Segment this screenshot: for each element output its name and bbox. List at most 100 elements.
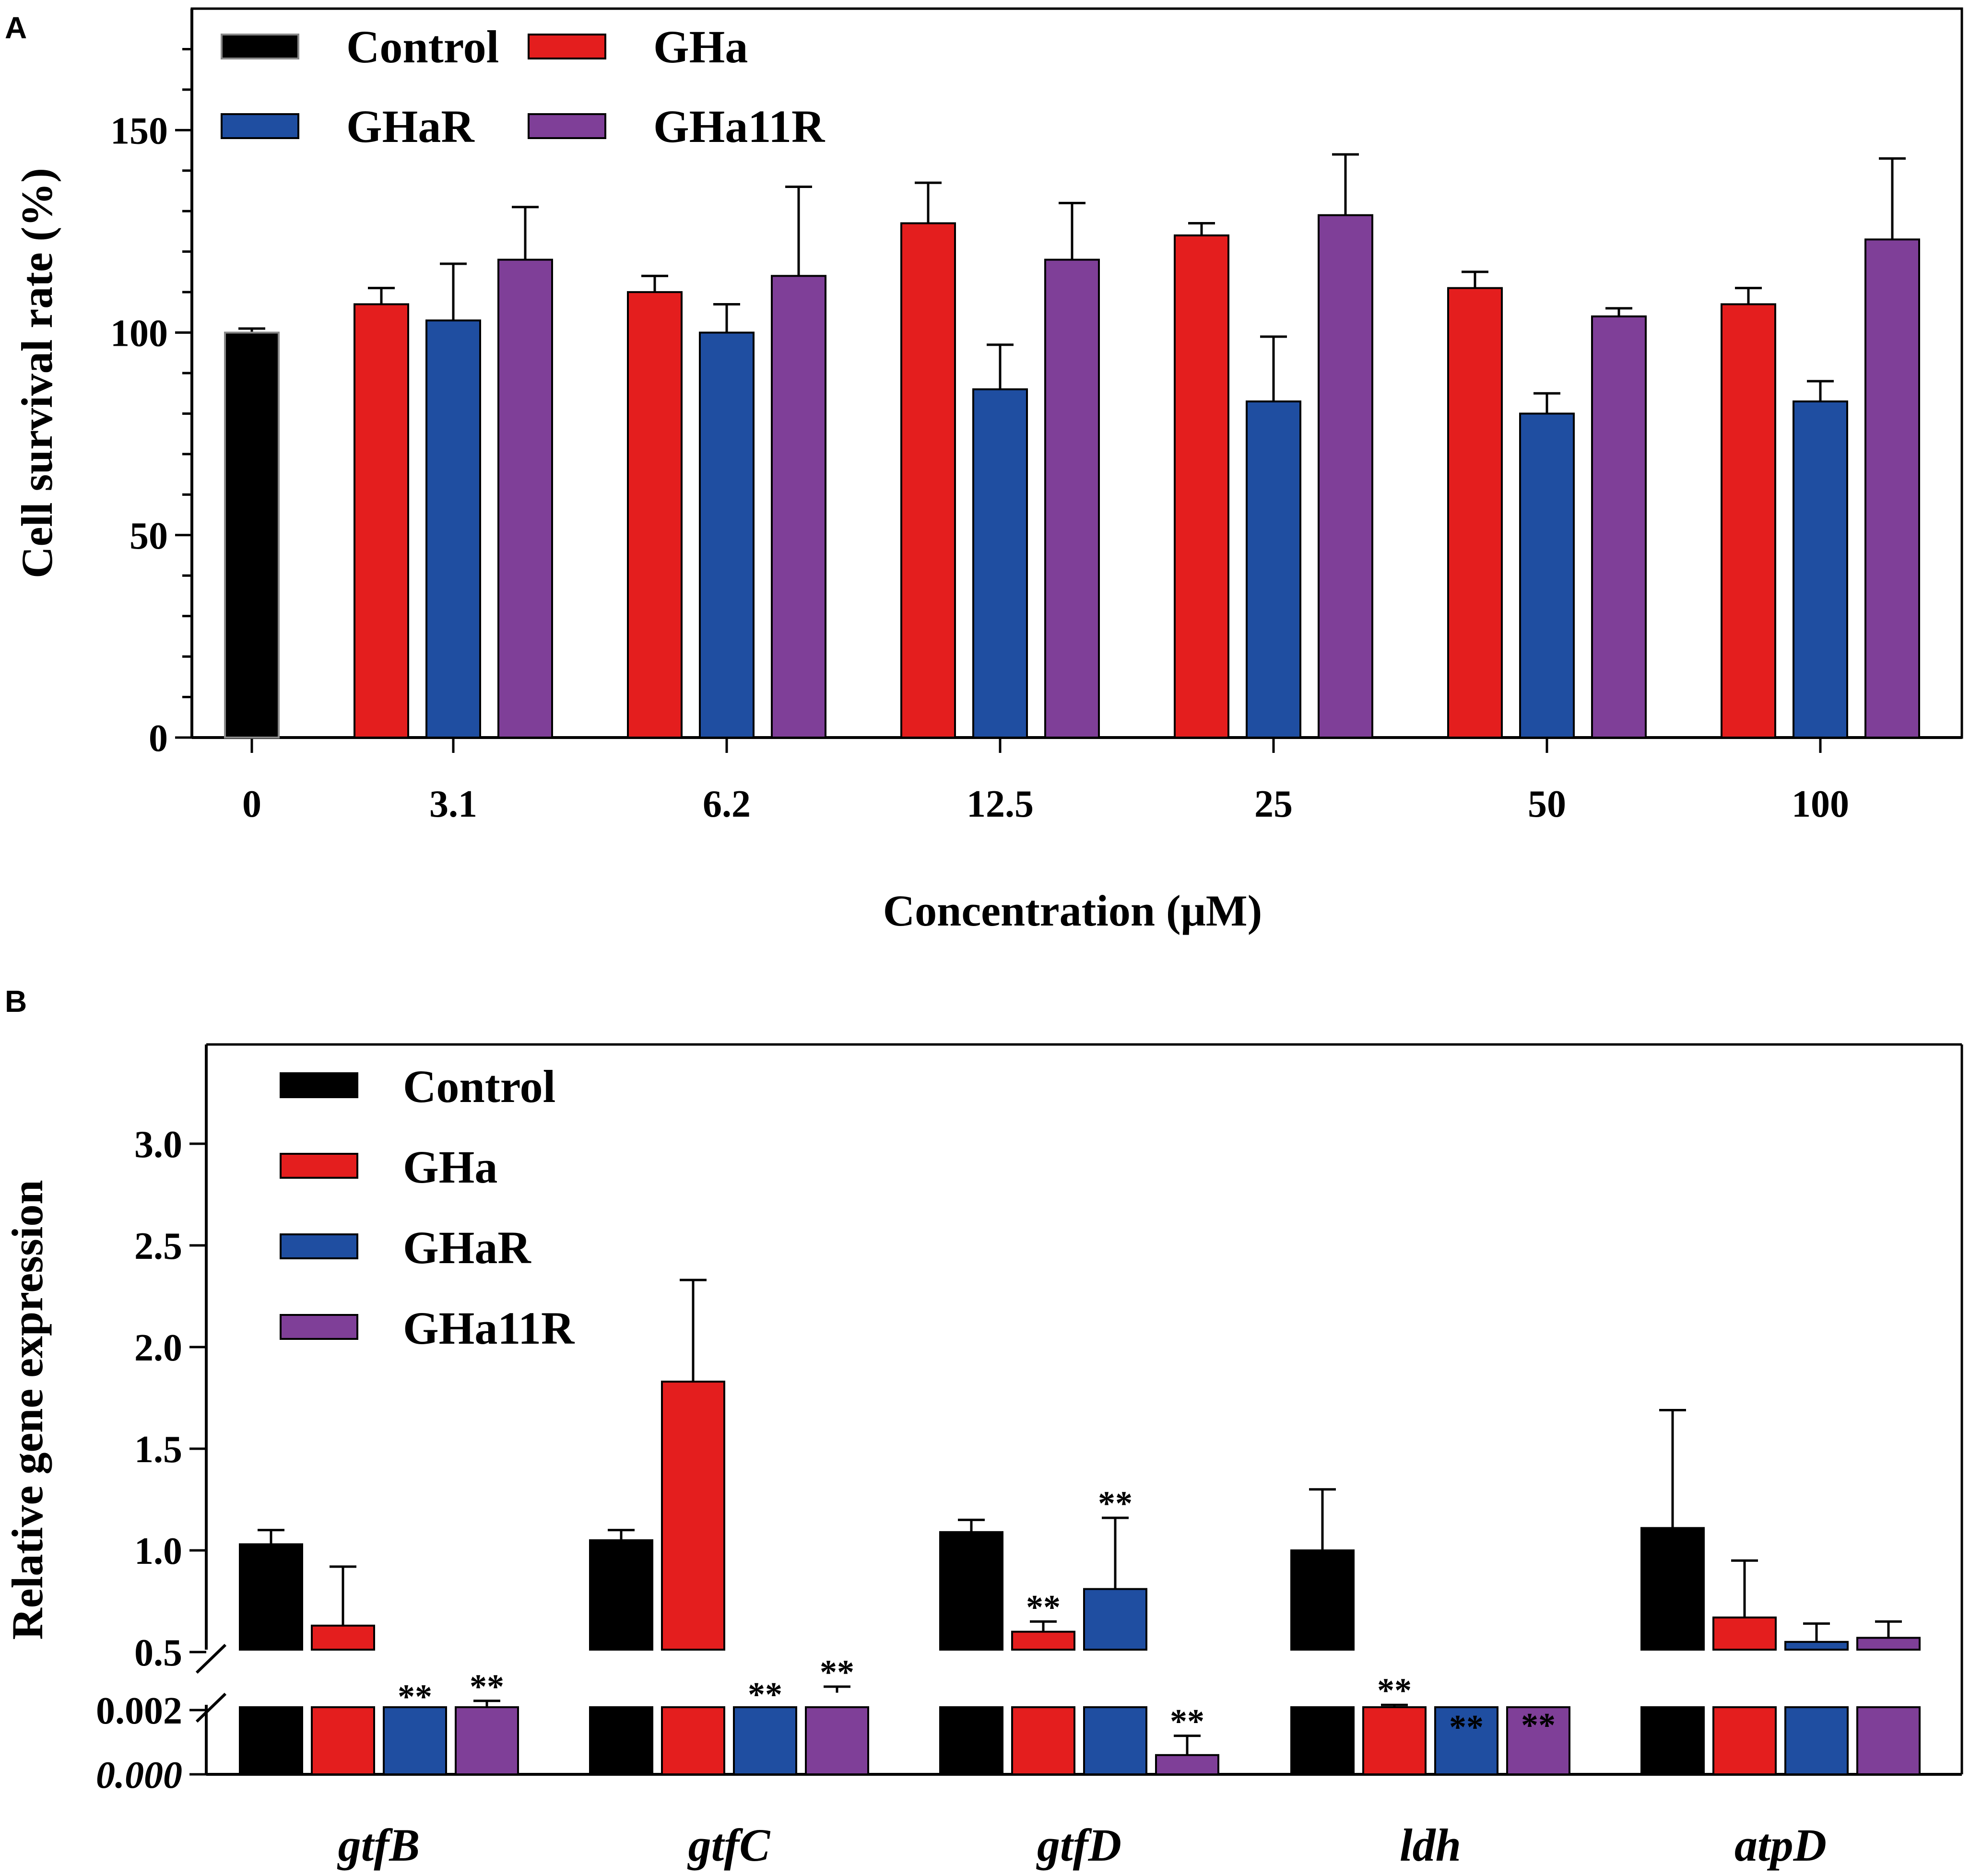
significance-gha-gtfd: ** xyxy=(1026,1588,1061,1626)
bar-lower-gha11r-gtfd xyxy=(1155,1754,1219,1776)
y-tick-label-100: 100 xyxy=(110,313,168,355)
x-tick-label-3-1: 3.1 xyxy=(429,783,477,825)
bar-ghar-25 xyxy=(1246,400,1301,739)
bar-lower-gha-ldh xyxy=(1362,1706,1427,1775)
x-tick-label-25: 25 xyxy=(1254,783,1293,825)
significance-ghar-ldh: ** xyxy=(1449,1708,1484,1747)
legend-label-control: Control xyxy=(403,1061,555,1112)
panel-a: Cell survival rate (%) Concentration (μM… xyxy=(12,7,1963,935)
legend-label-gha11r: GHa11R xyxy=(403,1302,575,1354)
bar-upper-gha-gtfd xyxy=(1011,1630,1075,1651)
bar-lower-ghar-ldh xyxy=(1434,1706,1498,1775)
y-tick-label-50: 50 xyxy=(130,515,168,557)
bar-upper-ghar-atpd xyxy=(1784,1641,1849,1651)
bar-upper-control-atpd xyxy=(1640,1527,1705,1651)
bar-upper-control-ldh xyxy=(1290,1549,1355,1651)
legend-swatch-ghar xyxy=(280,1233,358,1259)
x-tick-label-6-2: 6.2 xyxy=(703,783,751,825)
significance-ghar-gtfd: ** xyxy=(1098,1484,1132,1523)
bar-gha11r-12-5 xyxy=(1044,258,1100,739)
axis-break-mark-lower xyxy=(195,1692,227,1723)
bar-ghar-3-1 xyxy=(425,319,481,739)
legend-label-gha: GHa xyxy=(653,21,748,72)
significance-ghar-gtfc: ** xyxy=(748,1676,782,1714)
bar-lower-gha-gtfb xyxy=(311,1706,375,1775)
significance-gha11r-gtfc: ** xyxy=(820,1653,854,1691)
bar-gha-3-1 xyxy=(354,303,409,739)
bar-gha-12-5 xyxy=(900,222,956,739)
y-tick-label-0-002: 0.002 xyxy=(96,1690,182,1732)
bar-lower-control-gtfd xyxy=(939,1706,1003,1775)
bar-lower-gha11r-ldh xyxy=(1506,1706,1570,1775)
y-tick-label-0: 0 xyxy=(149,717,168,760)
bar-lower-gha11r-gtfc xyxy=(805,1706,869,1775)
y-tick-label-3-0: 3.0 xyxy=(134,1124,182,1166)
bar-lower-ghar-gtfc xyxy=(733,1706,797,1775)
bar-gha11r-3-1 xyxy=(497,258,553,739)
legend-label-control: Control xyxy=(346,21,499,72)
bar-lower-gha-atpd xyxy=(1712,1706,1777,1775)
bar-ghar-6-2 xyxy=(699,331,755,739)
gene-label-gtfb: gtfB xyxy=(337,1819,420,1871)
bar-gha11r-25 xyxy=(1318,214,1373,739)
bar-gha11r-100 xyxy=(1864,238,1920,739)
legend-swatch-gha xyxy=(280,1153,358,1179)
significance-gha11r-gtfb: ** xyxy=(470,1667,504,1706)
bar-lower-gha-gtfd xyxy=(1011,1706,1075,1775)
legend-label-ghar: GHaR xyxy=(403,1222,531,1273)
panel-b: Relative gene expression 0.5 1.0 1.5 2.0 2.5… xyxy=(3,1043,1963,1871)
legend-swatch-gha xyxy=(528,34,606,59)
bar-upper-gha-atpd xyxy=(1712,1616,1777,1651)
significance-ghar-gtfb: ** xyxy=(398,1677,432,1716)
x-tick-label-0: 0 xyxy=(242,783,261,825)
bar-gha11r-50 xyxy=(1591,315,1647,739)
bar-ghar-12-5 xyxy=(972,388,1028,739)
bar-upper-gha11r-atpd xyxy=(1856,1637,1921,1651)
bar-control-0 xyxy=(224,331,280,739)
y-tick-label-150: 150 xyxy=(110,110,168,152)
bar-gha-25 xyxy=(1174,234,1229,739)
x-tick-label-100: 100 xyxy=(1792,783,1849,825)
gene-label-gtfd: gtfD xyxy=(1036,1819,1121,1871)
significance-gha11r-ldh: ** xyxy=(1521,1706,1556,1744)
bar-gha-6-2 xyxy=(627,291,683,739)
bar-upper-ghar-gtfd xyxy=(1083,1588,1147,1651)
bar-lower-control-gtfb xyxy=(239,1706,303,1775)
y-tick-label-0-000: 0.000 xyxy=(96,1754,182,1796)
y-tick-label-0-5: 0.5 xyxy=(134,1632,182,1674)
bar-lower-gha11r-gtfb xyxy=(455,1706,519,1775)
legend-label-ghar: GHaR xyxy=(346,101,475,152)
gene-label-atpd: atpD xyxy=(1734,1819,1827,1871)
panel-a-x-axis-title: Concentration (μM) xyxy=(883,886,1262,935)
bar-gha-50 xyxy=(1447,287,1503,739)
x-tick-label-50: 50 xyxy=(1528,783,1566,825)
legend-label-gha: GHa xyxy=(403,1141,497,1193)
legend-swatch-gha11r xyxy=(528,113,606,139)
bar-ghar-100 xyxy=(1793,400,1848,739)
panel-b-label: B xyxy=(5,984,27,1019)
y-tick-label-1-5: 1.5 xyxy=(134,1429,182,1471)
panel-a-label: A xyxy=(5,11,27,45)
gene-label-gtfc: gtfC xyxy=(687,1819,771,1871)
bar-gha11r-6-2 xyxy=(771,275,826,739)
x-tick-label-12-5: 12.5 xyxy=(967,783,1034,825)
y-tick-label-2-5: 2.5 xyxy=(134,1225,182,1267)
bar-lower-control-gtfc xyxy=(589,1706,653,1775)
bar-lower-ghar-gtfb xyxy=(383,1706,447,1775)
gene-label-ldh: ldh xyxy=(1400,1819,1461,1871)
y-tick-label-2-0: 2.0 xyxy=(134,1327,182,1369)
bar-upper-gha-gtfb xyxy=(311,1624,375,1651)
bar-ghar-50 xyxy=(1519,412,1575,739)
bar-upper-control-gtfc xyxy=(589,1539,653,1651)
legend-swatch-control xyxy=(280,1072,358,1098)
legend-swatch-ghar xyxy=(221,113,299,139)
legend-label-gha11r: GHa11R xyxy=(653,101,826,152)
bar-lower-ghar-gtfd xyxy=(1083,1706,1147,1775)
bar-lower-gha-gtfc xyxy=(661,1706,725,1775)
axis-break-mark-upper xyxy=(195,1643,227,1674)
legend-swatch-gha11r xyxy=(280,1314,358,1340)
bar-gha-100 xyxy=(1721,303,1776,739)
panel-a-y-axis-title: Cell survival rate (%) xyxy=(12,168,61,578)
bar-lower-control-atpd xyxy=(1640,1706,1705,1775)
